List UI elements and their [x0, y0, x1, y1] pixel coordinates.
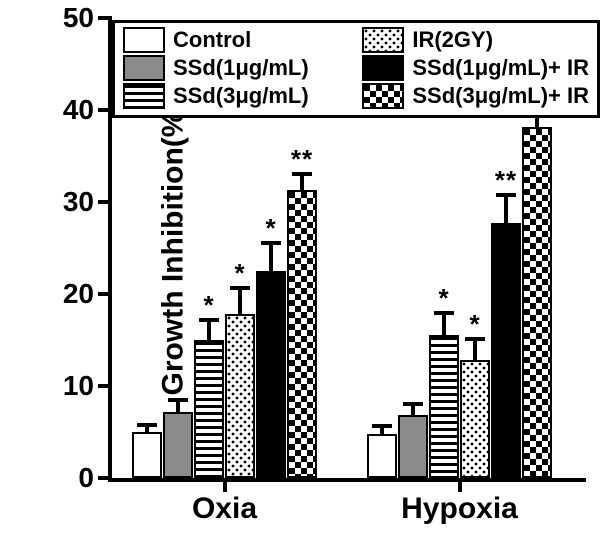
bar-ssd1: [163, 412, 193, 478]
bar-ssd3_ir: [287, 190, 317, 478]
growth-inhibition-chart: Growth Inhibition(%) 01020304050Oxia****…: [0, 0, 600, 554]
error-cap: [403, 402, 423, 406]
legend-swatch: [362, 55, 404, 81]
legend-swatch: [362, 83, 404, 109]
legend-item-ir: IR(2GY): [362, 27, 589, 53]
legend-label: Control: [173, 27, 251, 53]
legend-swatch: [123, 83, 165, 109]
significance-marker: *: [265, 215, 276, 241]
ytick-label: 0: [78, 462, 112, 494]
xtick-label: Hypoxia: [401, 478, 518, 526]
bar-ssd1_ir: [256, 271, 286, 478]
significance-marker: **: [291, 146, 313, 172]
legend-label: IR(2GY): [412, 27, 493, 53]
error-cap: [372, 424, 392, 428]
ytick-label: 30: [63, 186, 112, 218]
bar-ssd3: [429, 335, 459, 478]
error-stem: [504, 195, 508, 224]
bar-ssd1: [398, 415, 428, 478]
error-stem: [300, 174, 304, 190]
error-stem: [442, 313, 446, 335]
bar-control: [367, 434, 397, 478]
ytick-label: 40: [63, 94, 112, 126]
error-stem: [238, 289, 242, 315]
significance-marker: *: [203, 292, 214, 318]
legend-label: SSd(3μg/mL)+ IR: [412, 83, 589, 109]
significance-marker: *: [469, 311, 480, 337]
legend-label: SSd(1μg/mL): [173, 55, 309, 81]
xtick-label: Oxia: [192, 478, 257, 526]
error-cap: [168, 398, 188, 402]
ytick-label: 10: [63, 370, 112, 402]
bar-control: [132, 432, 162, 478]
legend-swatch: [123, 27, 165, 53]
legend-item-control: Control: [123, 27, 348, 53]
ytick-label: 20: [63, 278, 112, 310]
error-stem: [207, 320, 211, 340]
legend-swatch: [362, 27, 404, 53]
error-stem: [473, 339, 477, 360]
legend-item-ssd3_ir: SSd(3μg/mL)+ IR: [362, 83, 589, 109]
error-stem: [269, 243, 273, 271]
legend-label: SSd(1μg/mL)+ IR: [412, 55, 589, 81]
significance-marker: *: [438, 285, 449, 311]
legend-label: SSd(3μg/mL): [173, 83, 309, 109]
legend-swatch: [123, 55, 165, 81]
legend-item-ssd3: SSd(3μg/mL): [123, 83, 348, 109]
bar-ssd3: [194, 340, 224, 478]
bar-ir: [460, 360, 490, 478]
bar-ir: [225, 314, 255, 478]
bar-ssd1_ir: [491, 223, 521, 478]
legend-item-ssd1: SSd(1μg/mL): [123, 55, 348, 81]
error-cap: [137, 423, 157, 427]
significance-marker: **: [495, 167, 517, 193]
y-axis-label: Growth Inhibition(%): [156, 101, 190, 396]
legend: Control IR(2GY) SSd(1μg/mL) SSd(1μg/mL)+ IR…: [112, 20, 600, 118]
ytick-label: 50: [63, 2, 112, 34]
bar-ssd3_ir: [522, 127, 552, 478]
legend-item-ssd1_ir: SSd(1μg/mL)+ IR: [362, 55, 589, 81]
significance-marker: *: [234, 260, 245, 286]
